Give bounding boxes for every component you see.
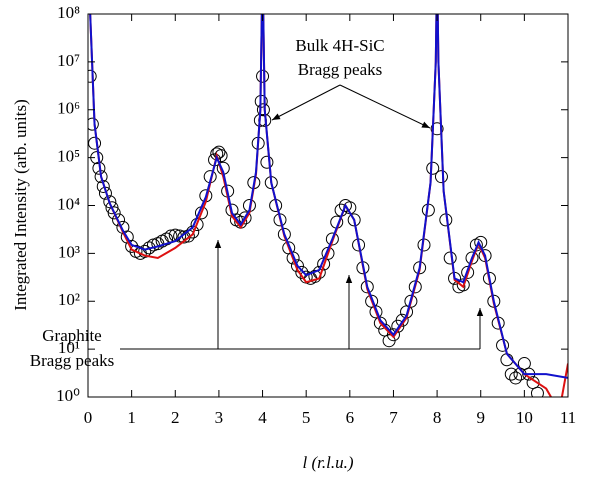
data-point — [443, 251, 457, 265]
x-tick-label: 8 — [433, 408, 442, 427]
data-point — [290, 259, 304, 273]
data-point — [530, 386, 544, 397]
annotation: Graphite — [42, 326, 101, 345]
y-tick-label: 10⁴ — [57, 194, 80, 213]
x-tick-label: 10 — [516, 408, 533, 427]
y-tick-label: 10⁶ — [57, 99, 80, 118]
plot-area — [88, 14, 568, 397]
y-tick-label: 10⁰ — [56, 386, 80, 405]
x-tick-label: 9 — [476, 408, 485, 427]
data-point — [456, 278, 470, 292]
annotation: Bragg peaks — [298, 60, 383, 79]
y-tick-label: 10¹ — [58, 338, 80, 357]
fit-line — [89, 14, 568, 379]
data-point — [373, 316, 387, 330]
x-tick-label: 7 — [389, 408, 398, 427]
data-point — [260, 155, 274, 169]
x-tick-label: 3 — [215, 408, 224, 427]
data-point — [286, 251, 300, 265]
data-point — [504, 367, 518, 381]
data-point — [386, 328, 400, 342]
x-axis-title: l (r.l.u.) — [303, 453, 354, 472]
data-point — [160, 232, 174, 246]
x-tick-label: 4 — [258, 408, 267, 427]
annotation-arrows — [120, 84, 484, 350]
data-point — [465, 251, 479, 265]
y-tick-label: 10⁷ — [57, 51, 80, 70]
x-tick-label: 0 — [84, 408, 93, 427]
data-point — [214, 149, 228, 163]
data-point — [256, 69, 270, 83]
y-axis-title: Integrated Intensity (arb. units) — [11, 99, 30, 311]
data-point — [426, 161, 440, 175]
annotation: Bragg peaks — [30, 351, 115, 370]
y-tick-label: 10² — [58, 290, 80, 309]
data-point — [88, 69, 97, 83]
x-tick-label: 11 — [560, 408, 576, 427]
data-point — [112, 213, 126, 227]
data-point — [138, 244, 152, 258]
data-point — [173, 229, 187, 243]
data-point — [295, 265, 309, 279]
x-tick-label: 5 — [302, 408, 311, 427]
data-point — [369, 305, 383, 319]
data-point — [434, 170, 448, 184]
data-point — [277, 227, 291, 241]
data-point — [238, 211, 252, 225]
data-point — [212, 145, 226, 159]
y-tick-label: 10⁸ — [57, 3, 80, 22]
data-point — [395, 313, 409, 327]
data-point — [461, 265, 475, 279]
y-tick-label: 10³ — [58, 242, 80, 261]
data-point — [404, 294, 418, 308]
x-tick-label: 6 — [346, 408, 355, 427]
y-tick-label: 10⁵ — [57, 147, 80, 166]
data-point — [347, 213, 361, 227]
data-point — [88, 136, 102, 150]
data-point — [107, 206, 121, 220]
data-point — [325, 232, 339, 246]
data-point — [256, 103, 270, 117]
annotation: Bulk 4H-SiC — [295, 36, 384, 55]
data-point — [88, 117, 99, 131]
data-point — [103, 195, 117, 209]
x-tick-label: 1 — [127, 408, 136, 427]
data-point — [430, 122, 444, 136]
x-tick-label: 2 — [171, 408, 180, 427]
data-point — [360, 280, 374, 294]
data-point — [509, 371, 523, 385]
